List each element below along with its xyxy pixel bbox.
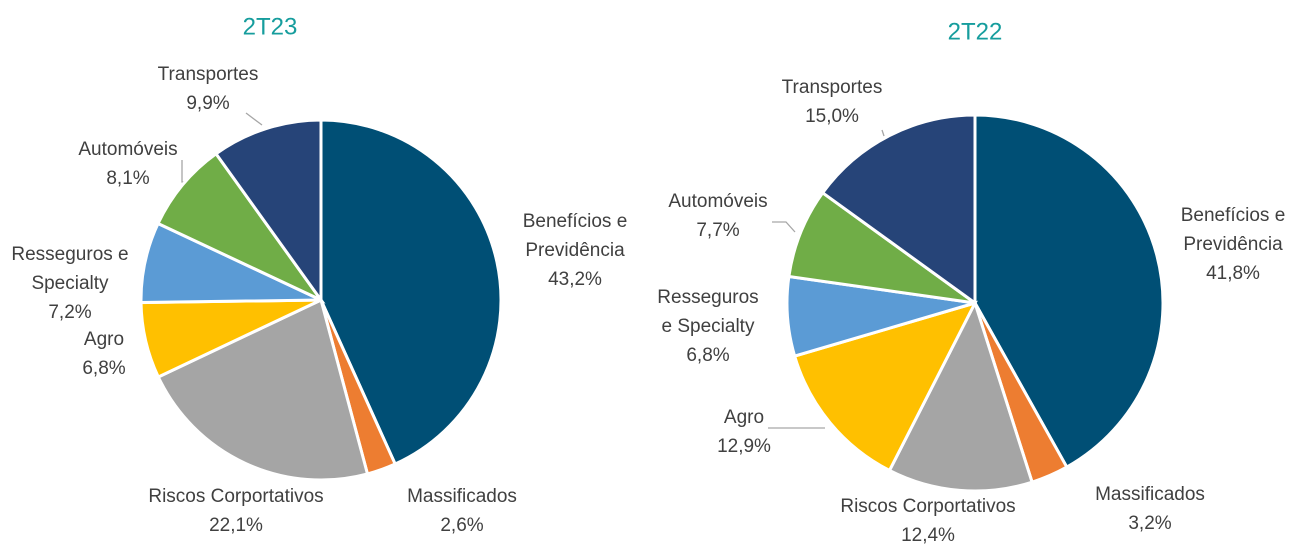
leader-line	[245, 112, 263, 126]
slice-label: Agro	[724, 407, 764, 428]
slice-value-label: 7,2%	[48, 302, 91, 323]
slice-label: Agro	[84, 329, 124, 350]
slice-label: Massificados	[407, 486, 517, 507]
pie-slice	[156, 297, 370, 482]
slice-value-label: 6,8%	[82, 358, 125, 379]
slice-label: Automóveis	[78, 139, 177, 160]
slice-label: Transportes	[782, 77, 883, 98]
slice-label: Resseguros e Specialty	[11, 244, 128, 294]
pie-slice	[887, 299, 1034, 493]
slice-value-label: 9,9%	[186, 93, 229, 114]
slice-value-label: 43,2%	[548, 269, 602, 290]
slice-label: Benefícios e Previdência	[1181, 205, 1286, 255]
slice-value-label: 7,7%	[696, 220, 739, 241]
slice-value-label: 6,8%	[686, 345, 729, 366]
pie-slice	[820, 113, 977, 306]
pie-slice	[973, 113, 1165, 470]
pie-slice	[213, 118, 323, 305]
leader-line	[772, 221, 796, 233]
slice-value-label: 2,6%	[440, 515, 483, 536]
slice-label: Resseguros e Specialty	[657, 287, 758, 337]
slice-label: Massificados	[1095, 484, 1205, 505]
chart-title: 2T23	[243, 13, 298, 40]
pie-slice	[156, 151, 326, 304]
slice-value-label: 3,2%	[1128, 513, 1171, 534]
slice-value-label: 12,4%	[901, 525, 955, 546]
slice-label: Riscos Corportativos	[840, 496, 1015, 517]
pie-slice	[319, 118, 503, 467]
slice-value-label: 15,0%	[805, 106, 859, 127]
slice-value-label: 22,1%	[209, 515, 263, 536]
slice-label: Automóveis	[668, 191, 767, 212]
slice-value-label: 12,9%	[717, 436, 771, 457]
slice-label: Transportes	[158, 64, 259, 85]
leader-line	[881, 129, 885, 137]
pie-slice	[792, 300, 978, 473]
slice-value-label: 41,8%	[1206, 263, 1260, 284]
slice-label: Riscos Corportativos	[148, 486, 323, 507]
slice-label: Benefícios e Previdência	[523, 211, 628, 261]
chart-title: 2T22	[948, 18, 1003, 45]
slice-value-label: 8,1%	[106, 168, 149, 189]
